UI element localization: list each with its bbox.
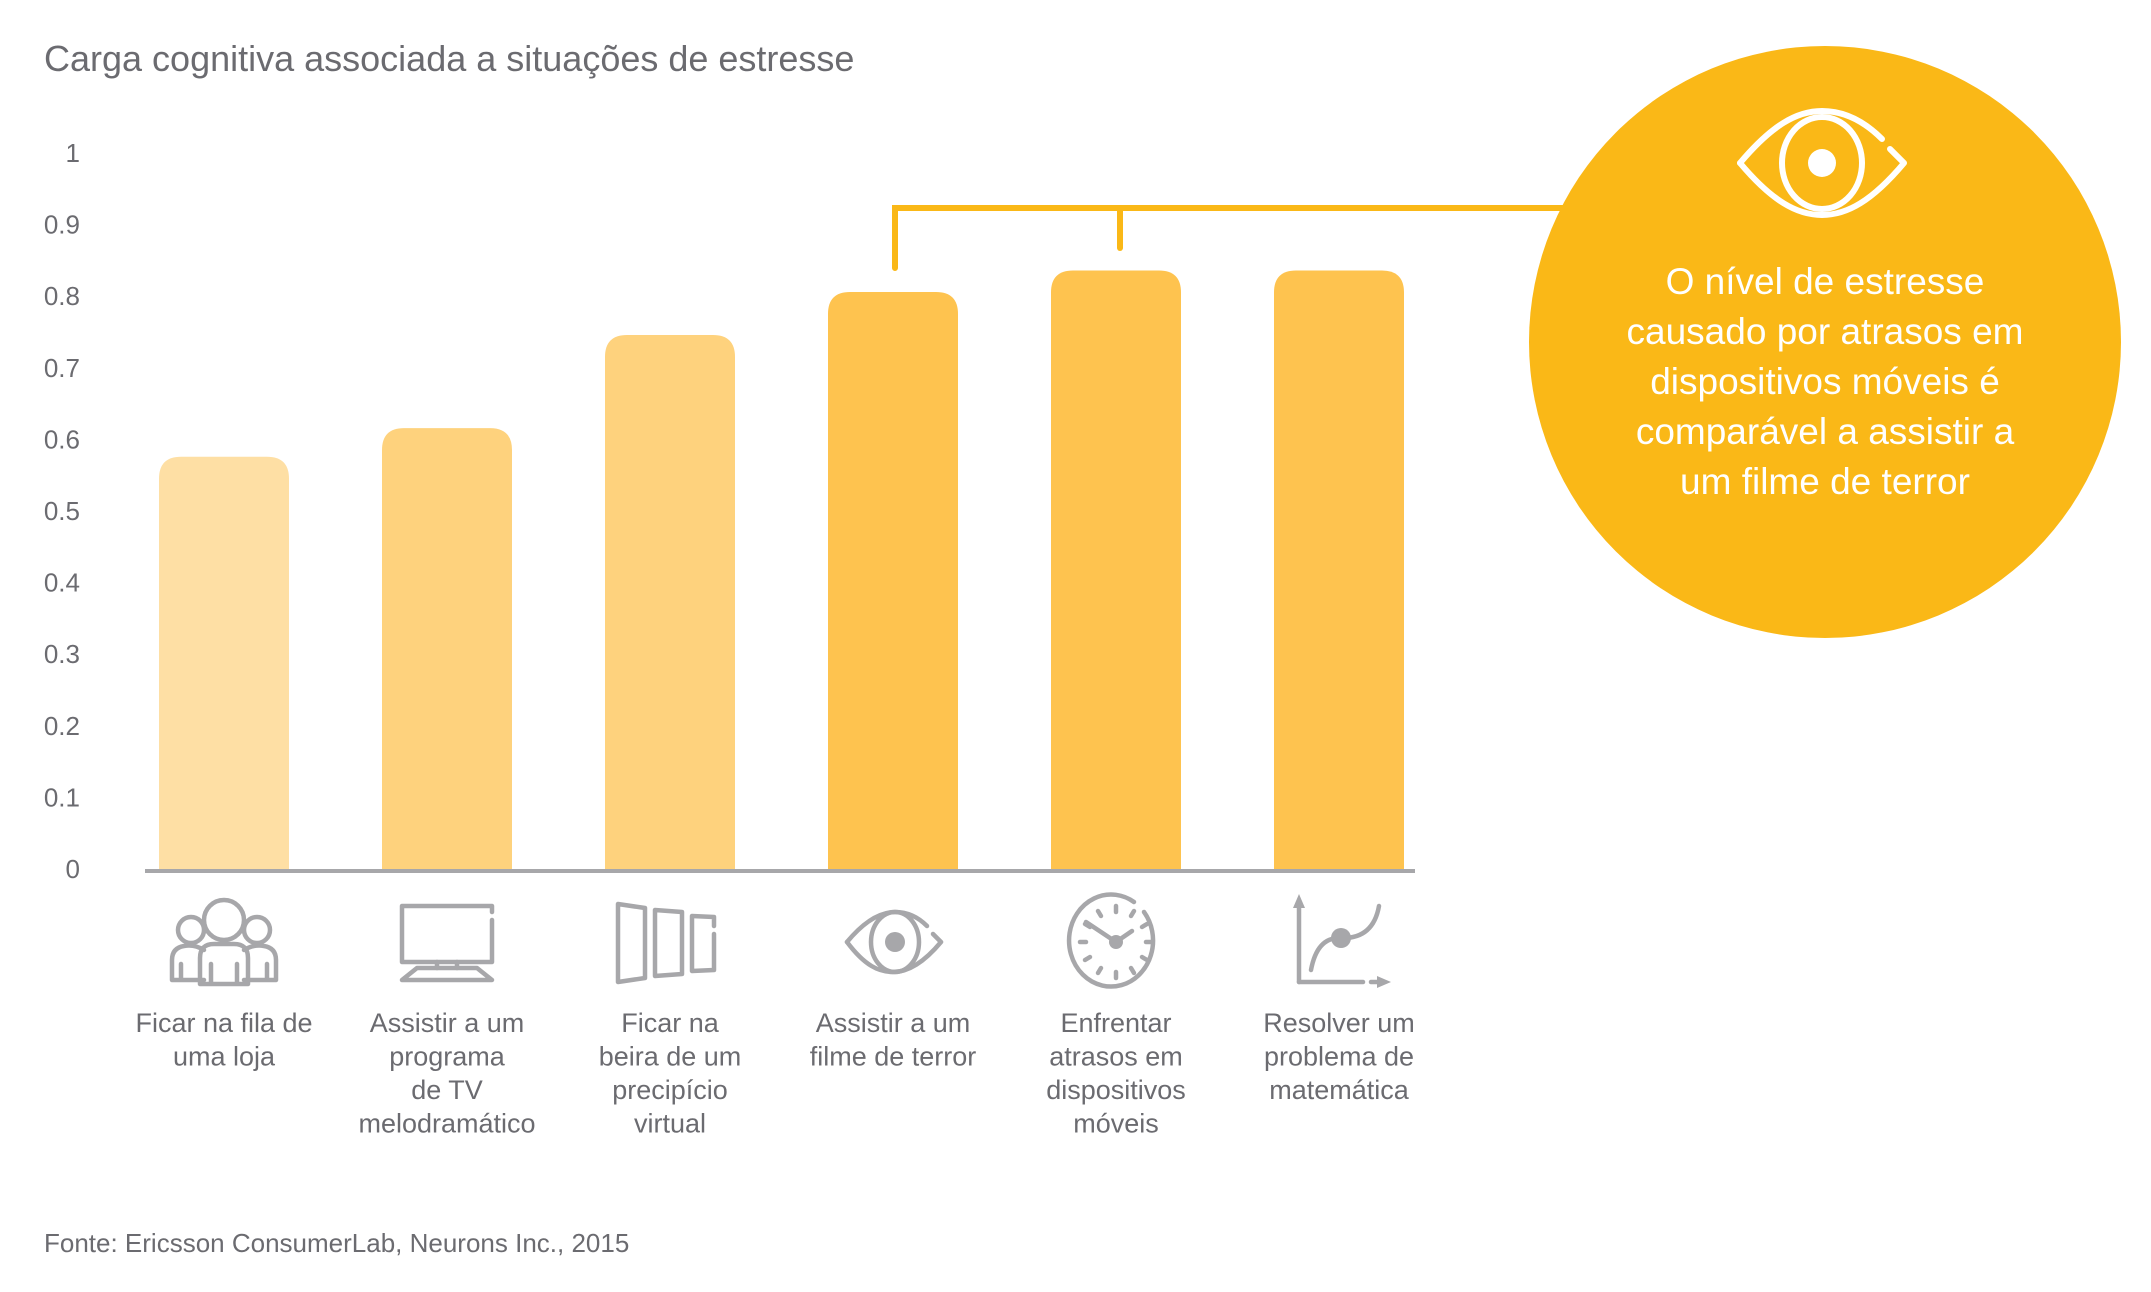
bar <box>382 428 512 871</box>
y-tick-label: 0.8 <box>44 281 80 311</box>
bracket-line <box>892 205 1583 271</box>
y-tick-label: 0.6 <box>44 424 80 454</box>
y-tick-label: 0.4 <box>44 568 80 598</box>
eye-icon <box>844 909 944 975</box>
bar <box>828 292 958 871</box>
clock-icon <box>1066 892 1156 989</box>
y-tick-label: 0.9 <box>44 210 80 240</box>
callout: O nível de estresse causado por atrasos e… <box>1529 46 2121 638</box>
category-label: Assistir a um programa de TV melodramático <box>358 1008 535 1139</box>
bar <box>605 335 735 871</box>
category-labels: Ficar na fila de uma loja Assistir a um pro… <box>135 1008 1414 1139</box>
y-tick-label: 0.3 <box>44 639 80 669</box>
y-tick-label: 0.7 <box>44 353 80 383</box>
callout-bracket <box>892 205 1583 271</box>
category-label: Assistir a um filme de terror <box>810 1008 977 1072</box>
y-tick-label: 1 <box>66 138 80 168</box>
category-label: Ficar na beira de um precipício virtual <box>599 1008 742 1139</box>
category-label: Ficar na fila de uma loja <box>135 1008 312 1072</box>
graph-icon <box>1293 894 1391 988</box>
y-tick-label: 0.1 <box>44 782 80 812</box>
eye-icon <box>1737 107 1907 218</box>
callout-text: O nível de estresse causado por atrasos e… <box>1627 261 2024 502</box>
y-tick-label: 0 <box>66 854 80 884</box>
y-axis-ticks: 0 0.1 0.2 0.3 0.4 0.5 0.6 0.7 0.8 0.9 1 <box>44 138 80 884</box>
panels-icon <box>615 901 717 985</box>
category-label: Enfrentar atrasos em dispositivos móveis <box>1046 1008 1186 1139</box>
bar <box>159 456 289 871</box>
chart-title: Carga cognitiva associada a situações de… <box>44 38 855 79</box>
bar <box>1051 270 1181 871</box>
category-label: Resolver um problema de matemática <box>1263 1008 1415 1105</box>
category-icons <box>169 892 1391 989</box>
bar <box>1274 270 1404 871</box>
source-note: Fonte: Ericsson ConsumerLab, Neurons Inc… <box>44 1228 630 1258</box>
callout-message: O nível de estresse causado por atrasos e… <box>1627 261 2024 502</box>
monitor-icon <box>399 903 495 983</box>
y-tick-label: 0.5 <box>44 496 80 526</box>
bars <box>159 270 1404 871</box>
callout-circle <box>1529 46 2121 638</box>
people-group-icon <box>169 897 279 987</box>
y-tick-label: 0.2 <box>44 711 80 741</box>
